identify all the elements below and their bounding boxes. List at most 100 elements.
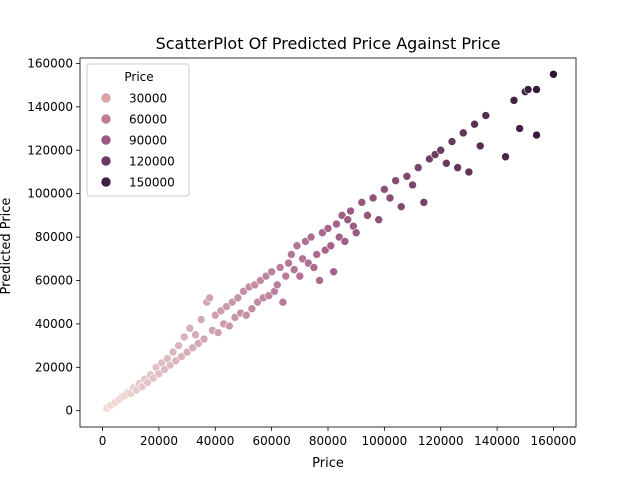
data-point <box>154 369 164 379</box>
points-layer <box>102 69 558 413</box>
y-tick-label: 80000 <box>35 230 73 244</box>
data-point <box>301 237 310 246</box>
data-point <box>309 263 319 272</box>
legend-marker <box>100 176 112 188</box>
data-point <box>458 128 468 138</box>
data-point <box>337 211 347 220</box>
data-point <box>253 297 262 307</box>
data-point <box>287 250 296 259</box>
data-point <box>264 291 274 300</box>
data-point <box>509 96 519 105</box>
data-point <box>380 185 389 194</box>
x-tick-label: 0 <box>99 434 107 448</box>
data-point <box>436 145 446 155</box>
data-point <box>523 85 533 94</box>
y-tick-label: 40000 <box>35 317 73 331</box>
data-point <box>239 287 248 296</box>
data-point <box>275 263 285 272</box>
legend-marker <box>100 92 112 104</box>
y-tick-label: 140000 <box>27 100 73 114</box>
y-tick-label: 20000 <box>35 360 73 374</box>
data-point <box>453 163 462 172</box>
data-point <box>396 202 406 211</box>
data-point <box>425 154 434 164</box>
data-point <box>326 241 336 251</box>
legend-label: 60000 <box>129 113 167 127</box>
data-point <box>272 280 282 290</box>
x-tick-label: 160000 <box>531 434 577 448</box>
data-point <box>191 330 200 340</box>
legend-label: 90000 <box>129 134 167 148</box>
data-point <box>475 141 485 151</box>
data-point <box>351 228 361 238</box>
legend-label: 150000 <box>129 176 175 190</box>
data-point <box>182 347 192 357</box>
data-point <box>292 241 302 251</box>
data-point <box>532 85 541 94</box>
data-point <box>343 215 353 225</box>
data-point <box>227 297 237 307</box>
data-point <box>368 193 378 203</box>
data-point <box>374 215 384 225</box>
data-point <box>306 232 316 242</box>
y-tick-label: 160000 <box>27 56 73 70</box>
data-point <box>165 360 175 370</box>
data-point <box>447 137 457 146</box>
data-point <box>196 315 206 324</box>
data-point <box>402 171 412 181</box>
data-point <box>225 321 234 331</box>
data-point <box>391 176 400 185</box>
data-point <box>470 119 479 129</box>
x-tick-label: 40000 <box>196 434 234 448</box>
y-tick-label: 0 <box>65 404 73 418</box>
data-point <box>281 271 291 281</box>
legend-marker <box>100 134 112 146</box>
data-point <box>334 232 344 242</box>
legend-marker <box>100 113 112 125</box>
data-point <box>179 332 189 342</box>
data-point <box>413 163 423 172</box>
data-point <box>267 267 276 277</box>
chart-title: ScatterPlot Of Predicted Price Against P… <box>156 34 501 53</box>
data-point <box>312 250 322 259</box>
data-point <box>532 130 541 140</box>
x-tick-label: 20000 <box>140 434 178 448</box>
data-point <box>143 378 152 387</box>
data-point <box>213 328 223 337</box>
data-point <box>295 271 305 281</box>
data-point <box>323 224 333 233</box>
data-point <box>168 347 178 357</box>
data-point <box>430 150 440 159</box>
data-point <box>515 124 524 133</box>
x-tick-label: 80000 <box>309 434 347 448</box>
data-point <box>408 180 417 190</box>
data-point <box>315 276 324 285</box>
data-point <box>247 304 257 314</box>
data-point <box>346 206 355 216</box>
legend-title: Price <box>124 70 153 84</box>
data-point <box>160 365 169 374</box>
legend-marker <box>100 155 112 167</box>
data-point <box>320 245 330 255</box>
data-point <box>481 111 491 120</box>
y-tick-label: 100000 <box>27 187 73 201</box>
data-point <box>216 306 226 316</box>
data-point <box>199 334 209 344</box>
x-tick-label: 60000 <box>253 434 291 448</box>
data-point <box>385 193 395 203</box>
data-point <box>185 323 195 333</box>
data-point <box>303 258 313 268</box>
data-point <box>284 258 293 268</box>
data-point <box>549 69 558 79</box>
legend-label: 120000 <box>129 155 175 169</box>
data-point <box>210 310 220 320</box>
data-point <box>250 280 260 290</box>
x-tick-label: 120000 <box>418 434 464 448</box>
x-tick-label: 100000 <box>361 434 407 448</box>
x-axis-label: Price <box>312 456 344 471</box>
data-point <box>148 373 158 383</box>
data-point <box>256 276 265 285</box>
legend-label: 30000 <box>129 92 167 106</box>
x-axis-ticks: 0 20000 40000 60000 80000 100000 120000 140000 1… <box>99 427 577 448</box>
